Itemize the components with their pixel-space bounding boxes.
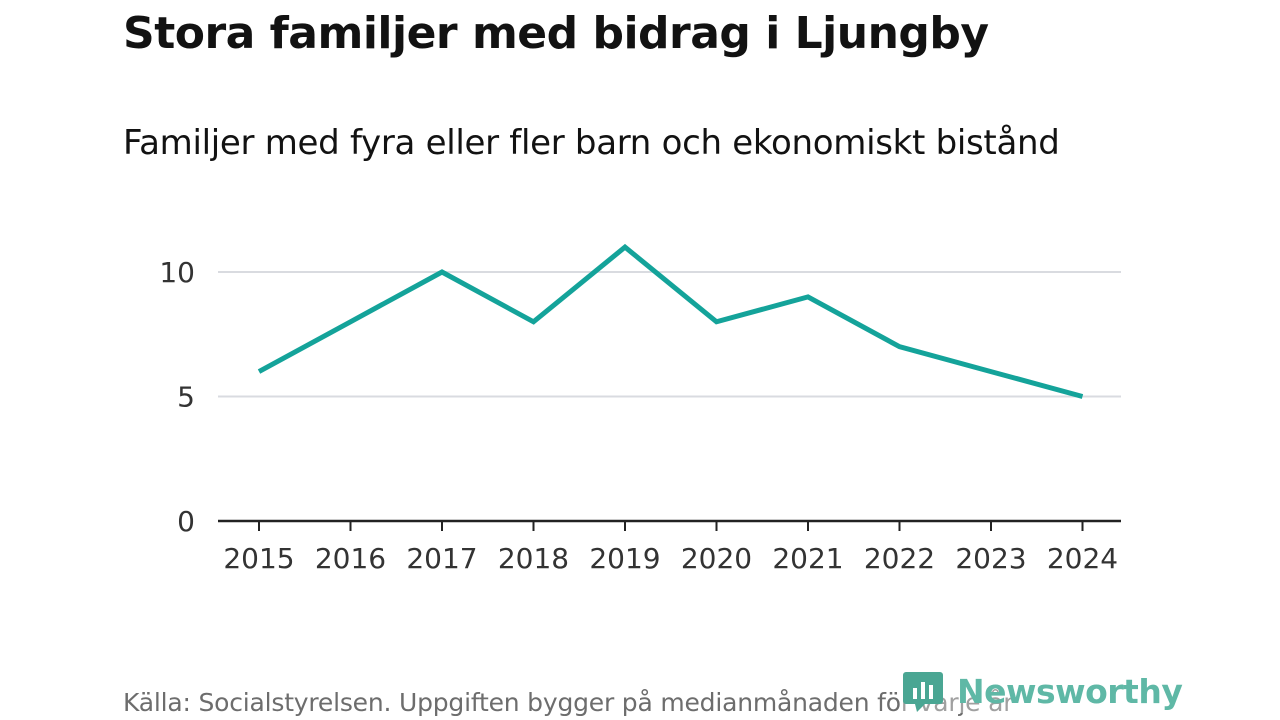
x-tick-labels: 2015 2016 2017 2018 2019 2020 2021 2022 2023 2024 xyxy=(223,542,1118,575)
x-tick-label: 2017 xyxy=(406,542,477,575)
x-tick-label: 2023 xyxy=(955,542,1026,575)
chart-subtitle: Familjer med fyra eller fler barn och ek… xyxy=(123,123,1060,163)
data-point-2018 xyxy=(531,319,537,325)
data-point-2017 xyxy=(439,269,445,275)
chart-title: Stora familjer med bidrag i Ljungby xyxy=(123,8,989,59)
data-point-2024 xyxy=(1080,394,1086,400)
data-point-2020 xyxy=(714,319,720,325)
brand-logo: Newsworthy xyxy=(903,671,1183,713)
x-tick-label: 2015 xyxy=(223,542,294,575)
data-point-2022 xyxy=(897,344,903,350)
x-tick-label: 2020 xyxy=(681,542,752,575)
y-tick-label: 10 xyxy=(159,256,195,289)
series-line xyxy=(257,243,1084,399)
y-axis: 0 5 10 xyxy=(159,256,195,538)
newsworthy-logo-icon xyxy=(903,672,943,712)
data-point-2023 xyxy=(988,369,994,375)
x-tick-label: 2016 xyxy=(315,542,386,575)
data-point-2019 xyxy=(622,244,628,250)
y-tick-label: 0 xyxy=(177,505,195,538)
gridlines xyxy=(218,271,1121,398)
x-tick-label: 2021 xyxy=(772,542,843,575)
x-tick-label: 2019 xyxy=(589,542,660,575)
source-note: Källa: Socialstyrelsen. Uppgiften bygger… xyxy=(123,688,1014,717)
data-point-2015 xyxy=(256,369,262,375)
x-tick-label: 2018 xyxy=(498,542,569,575)
x-tick-label: 2022 xyxy=(864,542,935,575)
y-tick-label: 5 xyxy=(177,381,195,414)
series-layer xyxy=(256,243,1086,400)
x-axis xyxy=(218,519,1121,531)
data-point-2021 xyxy=(805,294,811,300)
data-point-2016 xyxy=(348,319,354,325)
x-tick-label: 2024 xyxy=(1047,542,1118,575)
brand-name: Newsworthy xyxy=(957,672,1183,711)
